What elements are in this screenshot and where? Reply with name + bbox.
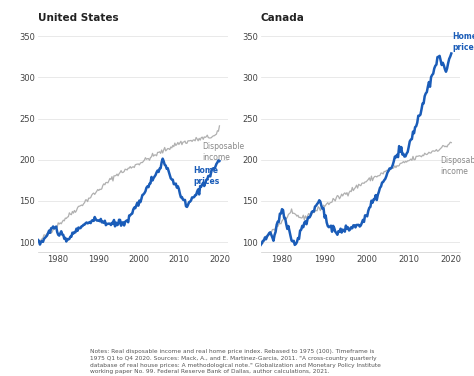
Text: Notes: Real disposable income and real home price index. Rebased to 1975 (100). : Notes: Real disposable income and real h… (90, 349, 381, 374)
Text: Disposable
income: Disposable income (441, 156, 474, 176)
Text: United States: United States (38, 13, 118, 23)
Text: Disposable
income: Disposable income (202, 142, 245, 162)
Text: Home
prices: Home prices (452, 32, 474, 52)
Text: Canada: Canada (261, 13, 305, 23)
Text: Home
prices: Home prices (193, 166, 219, 186)
